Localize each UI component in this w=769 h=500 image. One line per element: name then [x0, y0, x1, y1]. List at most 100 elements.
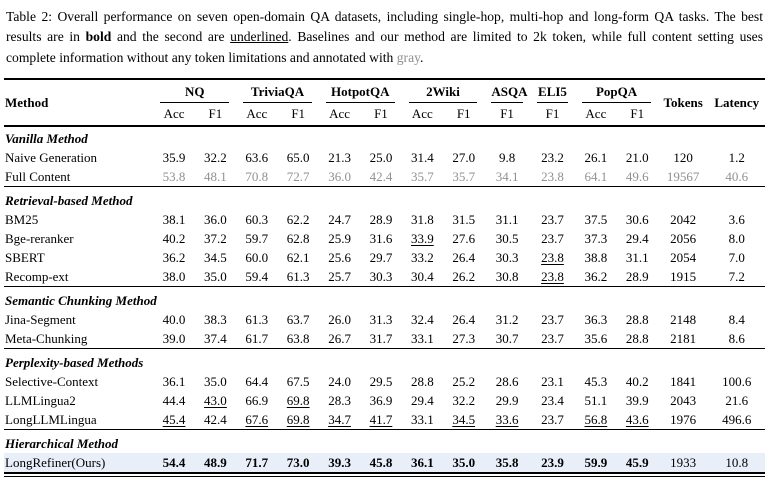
- subcolumn-header-f1: F1: [545, 106, 560, 122]
- data-cell: 28.6: [495, 374, 519, 390]
- header-row-metrics: Acc F1 Acc F1 Acc F1 Acc F1 F1 F1 Acc F1: [4, 104, 765, 126]
- column-header-method: Method: [5, 95, 49, 111]
- group-label: TriviaQA: [243, 83, 312, 104]
- data-cell: 38.8: [584, 250, 608, 266]
- data-cell: 62.1: [286, 250, 310, 266]
- data-cell: 56.8: [584, 412, 608, 428]
- data-cell: 65.0: [286, 150, 310, 166]
- subcolumn-header-acc: Acc: [585, 106, 607, 122]
- data-cell: 64.4: [245, 374, 269, 390]
- caption-text-1: Table 2: Overall performance on seven op…: [6, 9, 763, 45]
- data-cell: 43.0: [204, 393, 227, 409]
- section-title: Retrieval-based Method: [5, 193, 133, 209]
- data-cell: 37.4: [204, 331, 227, 347]
- data-cell: 59.9: [584, 455, 608, 471]
- subcolumn-header-f1: F1: [456, 106, 471, 122]
- data-cell: 9.8: [498, 150, 516, 166]
- section-title: Vanilla Method: [5, 131, 88, 147]
- data-cell: 34.7: [328, 412, 351, 428]
- data-cell: 23.7: [541, 412, 564, 428]
- table-caption: Table 2: Overall performance on seven op…: [6, 7, 763, 68]
- data-cell: 2043: [670, 393, 697, 409]
- data-cell: 1915: [670, 269, 697, 285]
- column-header-triviaqa: TriviaQA: [236, 79, 319, 104]
- data-cell: 40.6: [725, 169, 749, 185]
- data-cell: 37.5: [584, 212, 608, 228]
- data-cell: 38.0: [162, 269, 186, 285]
- method-cell: Recomp-ext: [5, 269, 69, 285]
- data-cell: 31.5: [452, 212, 476, 228]
- group-label: PopQA: [582, 83, 651, 104]
- data-cell: 35.7: [452, 169, 476, 185]
- data-cell: 1976: [670, 412, 697, 428]
- data-cell: 1841: [670, 374, 697, 390]
- method-cell: SBERT: [5, 250, 45, 266]
- subcolumn-header-f1: F1: [208, 106, 223, 122]
- subcolumn-header-f1: F1: [291, 106, 306, 122]
- data-cell: 7.2: [728, 269, 745, 285]
- data-cell: 23.8: [541, 250, 564, 266]
- data-cell: 30.3: [369, 269, 393, 285]
- subcolumn-header-acc: Acc: [329, 106, 351, 122]
- section-header-row: Perplexity-based Methods: [4, 348, 765, 373]
- data-cell: 36.2: [584, 269, 608, 285]
- data-cell: 54.4: [162, 455, 186, 471]
- data-cell: 1933: [670, 455, 697, 471]
- data-cell: 62.2: [286, 212, 310, 228]
- data-cell: 21.6: [725, 393, 749, 409]
- data-cell: 34.5: [204, 250, 227, 266]
- data-cell: 61.3: [245, 312, 269, 328]
- data-cell: 25.7: [328, 269, 351, 285]
- section-header-row: Retrieval-based Method: [4, 186, 765, 211]
- data-cell: 26.4: [452, 250, 476, 266]
- data-cell: 60.0: [245, 250, 269, 266]
- section-header-row: Vanilla Method: [4, 126, 765, 148]
- data-cell: 2042: [670, 212, 697, 228]
- data-cell: 66.9: [245, 393, 269, 409]
- data-cell: 29.4: [410, 393, 434, 409]
- table-bottom-rule: [4, 472, 765, 478]
- data-cell: 64.1: [584, 169, 608, 185]
- data-cell: 496.6: [722, 412, 752, 428]
- data-cell: 8.0: [728, 231, 745, 247]
- method-cell: LLMLingua2: [5, 393, 76, 409]
- table-row: LongLLMLingua 45.4 42.4 67.6 69.8 34.7 41.7 33.…: [4, 410, 765, 430]
- data-cell: 36.0: [328, 169, 351, 185]
- data-cell: 31.7: [369, 331, 393, 347]
- data-cell: 34.5: [452, 412, 476, 428]
- column-header-eli5: ELI5: [530, 79, 575, 104]
- data-cell: 2148: [670, 312, 697, 328]
- subcolumn-header-f1: F1: [374, 106, 388, 122]
- data-cell: 26.7: [328, 331, 351, 347]
- data-cell: 29.4: [625, 231, 649, 247]
- method-cell: Selective-Context: [5, 374, 99, 390]
- data-cell: 26.2: [452, 269, 476, 285]
- data-cell: 26.4: [452, 312, 476, 328]
- method-cell: BM25: [5, 212, 39, 228]
- data-cell: 23.1: [541, 374, 564, 390]
- data-cell: 10.8: [725, 455, 749, 471]
- data-cell: 28.8: [625, 312, 649, 328]
- data-cell: 1.2: [728, 150, 745, 166]
- data-cell: 26.1: [584, 150, 608, 166]
- data-cell: 2056: [670, 231, 697, 247]
- method-cell: Jina-Segment: [5, 312, 76, 328]
- group-label: NQ: [160, 83, 230, 104]
- data-cell: 23.7: [541, 331, 564, 347]
- data-cell: 60.3: [245, 212, 269, 228]
- caption-text-4: .: [420, 49, 424, 65]
- data-cell: 37.2: [204, 231, 227, 247]
- data-cell: 41.7: [369, 412, 393, 428]
- data-cell: 27.6: [452, 231, 476, 247]
- data-cell: 72.7: [286, 169, 310, 185]
- data-cell: 23.9: [541, 455, 564, 471]
- caption-underlined-word: underlined: [230, 29, 289, 45]
- data-cell: 23.7: [541, 231, 564, 247]
- section-title: Semantic Chunking Method: [5, 293, 157, 309]
- group-label: ASQA: [491, 83, 528, 104]
- column-header-nq: NQ: [153, 79, 236, 104]
- data-cell: 39.3: [328, 455, 351, 471]
- data-cell: 34.1: [495, 169, 519, 185]
- data-cell: 36.1: [410, 455, 434, 471]
- data-cell: 29.7: [369, 250, 393, 266]
